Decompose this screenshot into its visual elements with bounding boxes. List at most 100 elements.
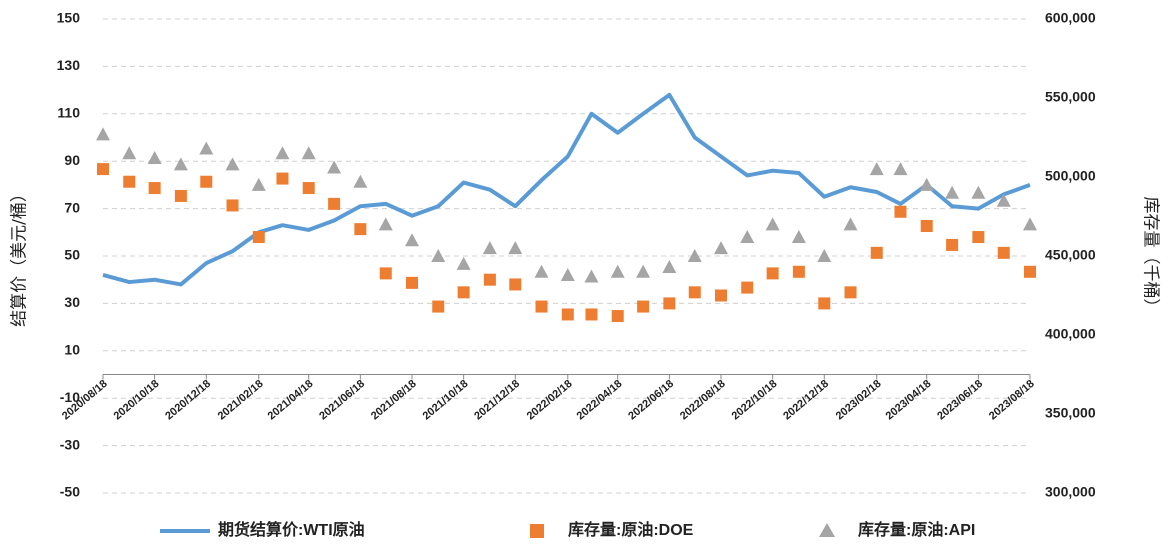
api-marker — [869, 162, 884, 176]
y2-tick-label: 300,000 — [1045, 484, 1096, 500]
doe-marker — [585, 308, 598, 321]
api-marker — [225, 157, 240, 171]
doe-marker — [354, 223, 367, 236]
doe-marker — [741, 281, 754, 294]
y-tick-label: 90 — [64, 152, 80, 168]
api-marker — [843, 217, 858, 231]
y-axis-label: 结算价（美元/桶） — [10, 185, 30, 327]
doe-marker — [432, 300, 445, 313]
y-tick-label: 10 — [64, 342, 80, 358]
doe-marker — [252, 231, 265, 244]
doe-marker — [226, 199, 239, 212]
y2-tick-label: 550,000 — [1045, 89, 1096, 105]
x-tick-label: 2021/08/18 — [369, 378, 419, 423]
y-tick-label: -30 — [60, 436, 80, 452]
x-tick-label: 2022/12/18 — [781, 378, 831, 423]
y2-tick-label: 400,000 — [1045, 326, 1096, 342]
doe-marker — [946, 238, 959, 251]
doe-marker — [123, 175, 136, 188]
doe-marker — [715, 289, 727, 302]
doe-marker — [406, 276, 418, 289]
api-marker — [610, 264, 625, 278]
y-tick-label: 130 — [57, 57, 81, 73]
doe-marker — [148, 182, 161, 195]
doe-marker — [611, 310, 624, 323]
api-marker — [147, 151, 162, 165]
api-marker — [971, 185, 986, 199]
x-tick-label: 2021/04/18 — [266, 378, 316, 423]
y2-tick-label: 350,000 — [1045, 405, 1096, 421]
y2-axis-label: 库存量（千桶） — [1141, 197, 1161, 316]
api-marker — [687, 249, 702, 262]
doe-marker — [509, 278, 522, 291]
doe-marker — [663, 297, 676, 310]
api-marker — [405, 233, 419, 247]
api-marker — [456, 256, 471, 270]
doe-marker — [302, 182, 315, 195]
api-marker — [353, 174, 368, 188]
x-tick-label: 2022/10/18 — [730, 378, 780, 423]
x-tick-label: 2023/04/18 — [884, 378, 934, 423]
api-marker — [173, 157, 188, 171]
legend-swatch — [819, 523, 835, 537]
api-marker — [96, 127, 110, 141]
doe-marker — [766, 267, 779, 280]
doe-marker — [894, 205, 907, 218]
legend-label: 期货结算价:WTI原油 — [218, 520, 365, 539]
doe-marker — [328, 197, 341, 210]
api-marker — [945, 185, 960, 199]
y2-tick-label: 600,000 — [1045, 10, 1096, 26]
doe-marker — [972, 231, 985, 244]
doe-marker — [379, 267, 392, 280]
api-marker — [508, 241, 523, 255]
doe-marker — [483, 273, 496, 286]
doe-marker — [174, 189, 187, 202]
x-tick-label: 2022/06/18 — [626, 378, 676, 423]
doe-marker — [844, 286, 857, 299]
legend-label: 库存量:原油:API — [858, 520, 975, 539]
api-marker — [919, 177, 934, 191]
api-marker — [791, 230, 806, 244]
x-tick-label: 2022/04/18 — [575, 378, 625, 423]
api-marker — [431, 249, 446, 262]
api-marker — [378, 217, 393, 231]
api-marker — [301, 146, 316, 160]
x-tick-label: 2022/08/18 — [678, 378, 728, 423]
api-marker — [584, 269, 599, 283]
y-tick-label: 70 — [64, 199, 80, 215]
doe-marker — [920, 219, 933, 232]
api-marker — [765, 217, 780, 231]
doe-marker — [637, 300, 650, 313]
x-tick-label: 2022/02/18 — [525, 378, 575, 423]
x-tick-label: 2023/06/18 — [935, 378, 985, 423]
api-marker — [714, 241, 728, 255]
doe-marker — [457, 286, 470, 299]
api-marker — [996, 193, 1011, 207]
y2-tick-label: 450,000 — [1045, 247, 1096, 263]
api-marker — [122, 146, 137, 160]
y2-tick-label: 500,000 — [1045, 168, 1096, 184]
api-marker — [662, 260, 677, 274]
doe-marker — [1024, 265, 1036, 278]
x-tick-label: 2021/06/18 — [317, 378, 367, 423]
x-tick-label: 2020/10/18 — [112, 378, 162, 423]
api-marker — [275, 146, 290, 160]
legend-label: 库存量:原油:DOE — [568, 520, 694, 539]
api-marker — [817, 249, 832, 262]
doe-marker — [792, 265, 805, 278]
x-tick-label: 2021/10/18 — [421, 378, 471, 423]
x-tick-label: 2021/02/18 — [216, 378, 266, 423]
api-marker — [327, 160, 342, 174]
y-tick-label: 110 — [57, 105, 80, 121]
api-marker — [251, 177, 266, 191]
y-tick-label: 150 — [57, 10, 81, 26]
api-marker — [560, 267, 575, 281]
y-tick-label: -50 — [60, 484, 80, 500]
api-marker — [893, 162, 908, 176]
legend-swatch — [530, 524, 544, 538]
doe-marker — [276, 172, 289, 185]
doe-marker — [688, 286, 701, 299]
doe-marker — [870, 246, 883, 259]
api-marker — [636, 264, 651, 278]
